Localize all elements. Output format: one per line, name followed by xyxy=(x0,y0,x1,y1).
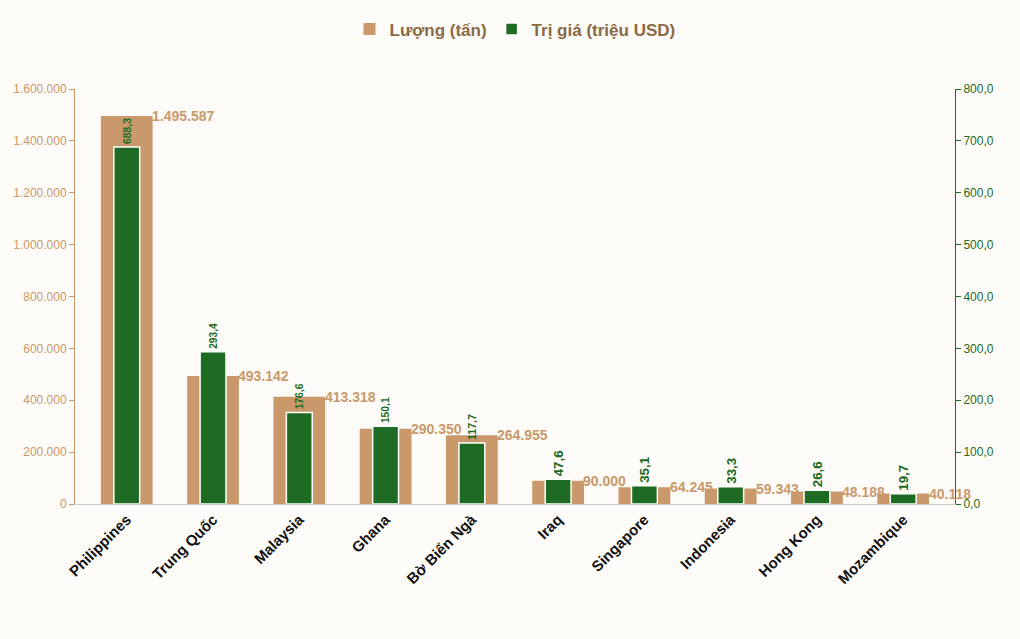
svg-text:0: 0 xyxy=(60,497,67,511)
svg-text:264.955: 264.955 xyxy=(497,427,548,443)
svg-text:64.245: 64.245 xyxy=(670,479,713,495)
svg-text:400.000: 400.000 xyxy=(23,393,67,407)
svg-text:117,7: 117,7 xyxy=(466,414,478,440)
svg-text:19,7: 19,7 xyxy=(896,465,911,491)
svg-text:493.142: 493.142 xyxy=(238,368,289,384)
svg-text:300,0: 300,0 xyxy=(963,342,993,356)
svg-text:26,6: 26,6 xyxy=(810,461,825,487)
svg-text:600.000: 600.000 xyxy=(23,342,67,356)
svg-text:Trung Quốc: Trung Quốc xyxy=(149,511,221,583)
svg-text:90.000: 90.000 xyxy=(583,473,626,489)
svg-text:1.000.000: 1.000.000 xyxy=(13,238,67,252)
svg-text:100,0: 100,0 xyxy=(963,445,993,459)
svg-text:1.200.000: 1.200.000 xyxy=(13,186,67,200)
svg-text:Indonesia: Indonesia xyxy=(677,510,739,572)
svg-text:35,1: 35,1 xyxy=(637,456,652,482)
svg-text:40.118: 40.118 xyxy=(929,486,971,502)
svg-text:Lượng (tấn): Lượng (tấn) xyxy=(390,21,487,40)
svg-text:Malaysia: Malaysia xyxy=(250,510,307,567)
svg-text:Singapore: Singapore xyxy=(588,511,652,575)
svg-text:400,0: 400,0 xyxy=(963,290,993,304)
svg-text:1.400.000: 1.400.000 xyxy=(13,134,67,148)
svg-text:1.495.587: 1.495.587 xyxy=(152,108,214,124)
svg-text:200,0: 200,0 xyxy=(963,393,993,407)
svg-text:Philippines: Philippines xyxy=(66,511,135,580)
svg-text:800.000: 800.000 xyxy=(23,290,67,304)
svg-text:Hong Kong: Hong Kong xyxy=(755,511,824,580)
svg-text:150,1: 150,1 xyxy=(380,397,391,423)
svg-text:33,3: 33,3 xyxy=(724,458,739,484)
svg-text:Trị giá (triệu USD): Trị giá (triệu USD) xyxy=(532,21,676,40)
svg-text:Mozambique: Mozambique xyxy=(834,511,910,587)
svg-text:700,0: 700,0 xyxy=(963,134,993,148)
svg-text:0,0: 0,0 xyxy=(963,497,980,511)
svg-text:Iraq: Iraq xyxy=(534,511,565,542)
svg-text:47,6: 47,6 xyxy=(551,450,566,476)
svg-text:Ghana: Ghana xyxy=(348,510,393,555)
svg-text:200.000: 200.000 xyxy=(23,445,67,459)
svg-text:600,0: 600,0 xyxy=(963,186,993,200)
svg-text:Bờ Biển Ngà: Bờ Biển Ngà xyxy=(403,510,480,587)
svg-text:293,4: 293,4 xyxy=(208,323,219,349)
svg-text:688,3: 688,3 xyxy=(122,118,133,144)
svg-text:500,0: 500,0 xyxy=(963,238,993,252)
svg-text:176,6: 176,6 xyxy=(294,383,305,409)
svg-text:1.600.000: 1.600.000 xyxy=(13,82,67,96)
svg-text:413.318: 413.318 xyxy=(325,389,376,405)
svg-text:48.188: 48.188 xyxy=(842,484,885,500)
svg-text:290.350: 290.350 xyxy=(411,421,462,437)
svg-text:59.343: 59.343 xyxy=(756,481,799,497)
svg-text:800,0: 800,0 xyxy=(963,82,993,96)
